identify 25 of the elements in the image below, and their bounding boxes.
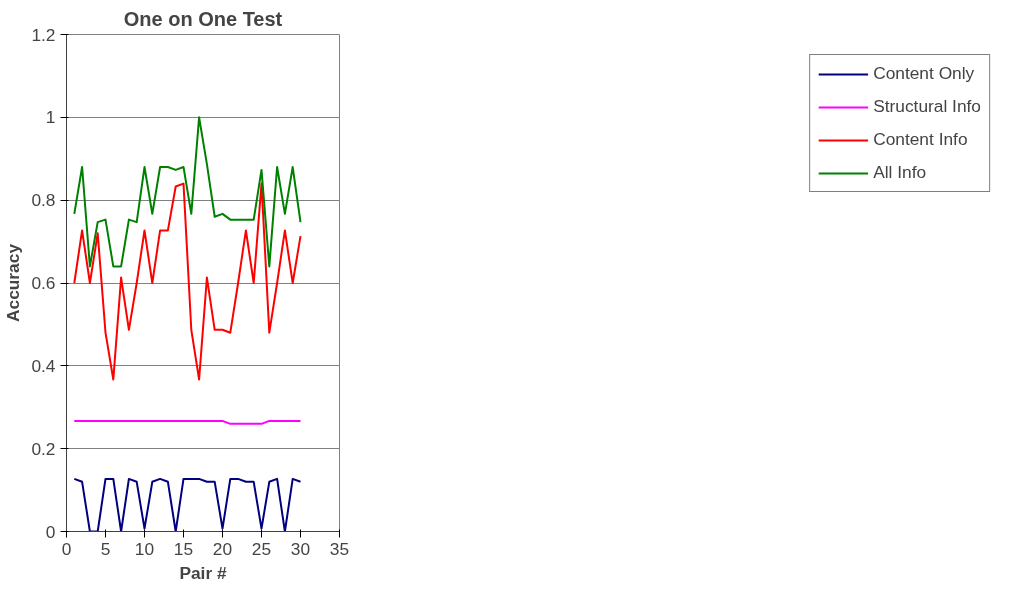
y-tick-label: 0.6 bbox=[31, 273, 56, 293]
x-axis-title: Pair # bbox=[179, 562, 227, 583]
line-series bbox=[73, 116, 302, 268]
x-tick-label: 35 bbox=[329, 538, 350, 559]
line-series bbox=[73, 182, 302, 381]
y-tick-label: 1.2 bbox=[31, 24, 56, 45]
x-tick-label: 10 bbox=[134, 538, 155, 559]
x-tick-label: 30 bbox=[290, 538, 311, 559]
chart-title: One on One Test bbox=[123, 7, 283, 30]
y-tick-label: 0.8 bbox=[31, 190, 56, 211]
y-tick-label: 1 bbox=[45, 107, 56, 128]
x-tick-label: 20 bbox=[212, 538, 233, 559]
y-tick-label: 0 bbox=[45, 521, 56, 542]
x-tick-label: 0 bbox=[61, 538, 72, 559]
legend-label: Structural Info bbox=[873, 96, 981, 117]
legend-label: Content Info bbox=[873, 129, 968, 150]
legend-label: All Info bbox=[873, 162, 927, 183]
y-tick-label: 0.4 bbox=[31, 355, 56, 376]
x-tick-label: 15 bbox=[173, 538, 194, 559]
y-tick-label: 0.2 bbox=[31, 438, 56, 459]
x-tick-label: 25 bbox=[251, 538, 272, 559]
x-tick-label: 5 bbox=[100, 538, 111, 559]
y-axis-title: Accuracy bbox=[3, 243, 24, 323]
line-series bbox=[73, 477, 302, 532]
legend-label: Content Only bbox=[873, 63, 975, 84]
